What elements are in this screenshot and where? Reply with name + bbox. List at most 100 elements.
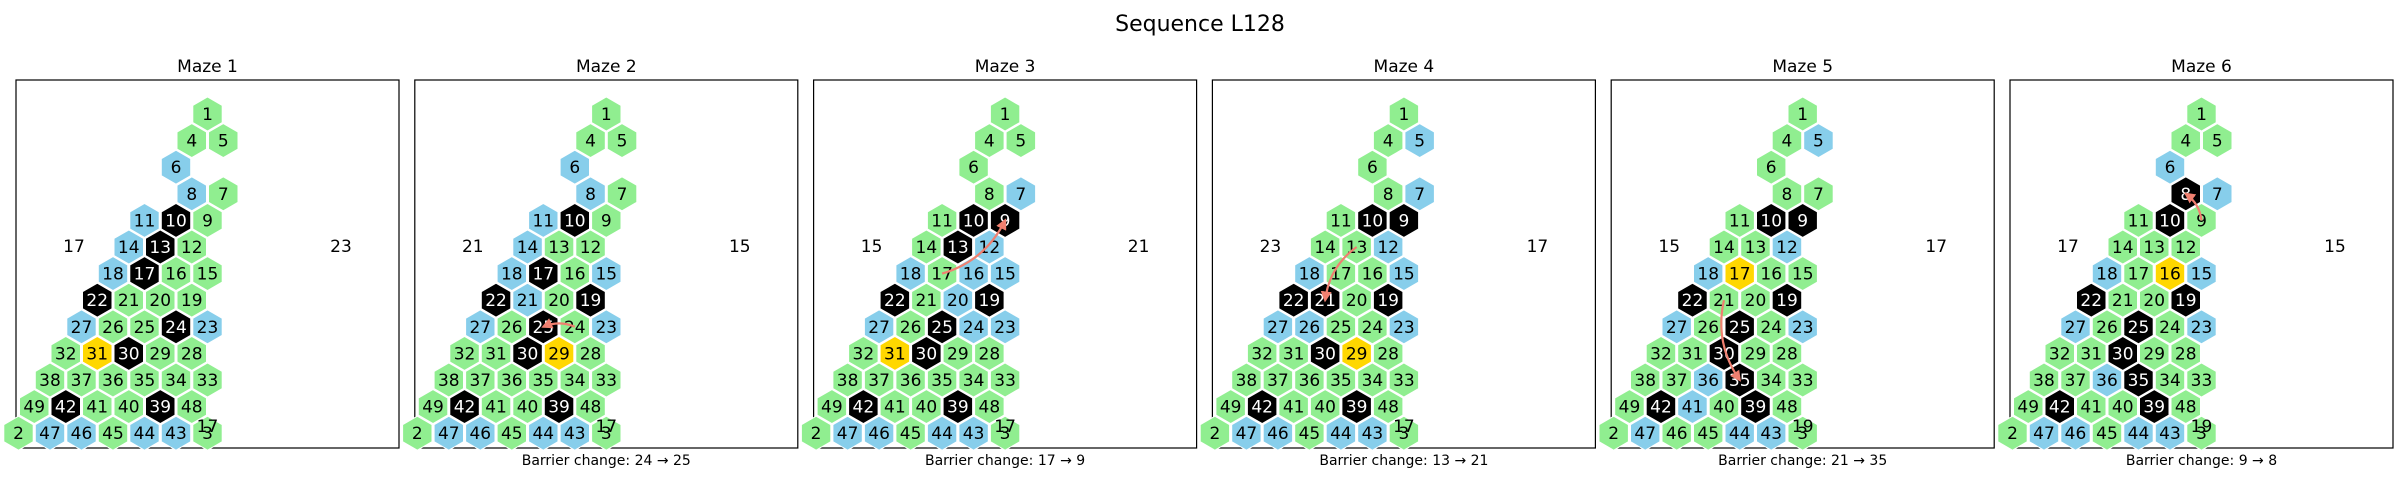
hex-shape <box>1294 309 1325 345</box>
hex-shape <box>575 282 606 318</box>
hex-cell: 43 <box>559 415 590 451</box>
hex-cell: 23 <box>2186 309 2217 345</box>
hex-cell: 39 <box>1341 389 1372 425</box>
hex-cell: 47 <box>832 415 863 451</box>
hex-number: 42 <box>454 398 476 418</box>
hex-number: 39 <box>149 398 171 418</box>
hex-shape <box>129 309 160 345</box>
hex-shape <box>559 256 590 292</box>
hex-shape <box>911 335 942 371</box>
barrier-change-arrow <box>1320 246 1358 303</box>
hex-cell: 27 <box>465 309 496 345</box>
hex-number: 37 <box>1666 371 1688 391</box>
hex-shape <box>575 389 606 425</box>
hex-shape <box>1756 415 1787 451</box>
hex-shape <box>2123 415 2154 451</box>
hex-number: 47 <box>1634 424 1656 444</box>
hex-number: 37 <box>469 371 491 391</box>
hex-cell: 49 <box>19 389 50 425</box>
hex-shape <box>989 362 1021 398</box>
hex-shape <box>2028 415 2060 451</box>
hex-number: 35 <box>2128 371 2150 391</box>
hex-shape <box>2202 123 2233 159</box>
hex-number: 12 <box>1377 238 1399 258</box>
hex-number: 14 <box>1314 238 1336 258</box>
hex-cell: 4 <box>974 123 1005 159</box>
hex-cell: 33 <box>192 362 223 398</box>
hex-number: 37 <box>2065 371 2087 391</box>
hex-number: 48 <box>1377 398 1399 418</box>
hex-shape <box>113 282 144 318</box>
hex-cell: 38 <box>832 362 863 398</box>
hex-number: 39 <box>947 398 969 418</box>
hex-shape <box>1677 335 1708 371</box>
hex-shape <box>543 335 575 371</box>
hex-number: 46 <box>1666 424 1688 444</box>
hex-cell: 44 <box>528 415 559 451</box>
hex-shape <box>1787 96 1818 132</box>
hex-number: 23 <box>2191 318 2213 338</box>
hex-cell: 16 <box>559 256 590 292</box>
hex-shape <box>1325 256 1357 292</box>
hex-shape <box>1630 415 1661 451</box>
hex-number: 3 <box>1000 424 1011 444</box>
hex-cell: 35 <box>129 362 160 398</box>
hex-shape <box>1645 389 1677 425</box>
hex-shape <box>512 335 543 371</box>
hex-cell: 32 <box>449 335 480 371</box>
maze-title: Maze 1 <box>177 57 238 77</box>
hex-cell: 11 <box>2123 202 2154 238</box>
hex-number: 32 <box>2049 344 2071 364</box>
hex-number: 19 <box>2175 291 2197 311</box>
hex-shape <box>1357 309 1388 345</box>
hex-shape <box>559 415 590 451</box>
hex-shape <box>465 309 496 345</box>
hex-cell: 15 <box>591 256 622 292</box>
maze-title: Maze 4 <box>1374 57 1435 77</box>
hex-number: 1 <box>1398 105 1409 125</box>
hex-number: 39 <box>1745 398 1767 418</box>
hex-cell: 38 <box>1231 362 1262 398</box>
hex-number: 24 <box>1760 318 1782 338</box>
hex-cell: 33 <box>989 362 1021 398</box>
hex-shape <box>863 415 895 451</box>
hex-shape <box>942 389 974 425</box>
hex-cell: 31 <box>82 335 113 371</box>
hex-cell: 9 <box>1388 202 1420 238</box>
hex-number: 46 <box>469 424 491 444</box>
hex-cell: 20 <box>145 282 176 318</box>
hex-number: 4 <box>984 132 995 152</box>
hex-shape <box>208 176 239 212</box>
hex-cell: 19 <box>176 282 207 318</box>
hex-shape <box>816 389 848 425</box>
hex-cell: 42 <box>50 389 81 425</box>
hex-number: 19 <box>181 291 203 311</box>
hex-cell: 42 <box>449 389 480 425</box>
hex-shape <box>895 415 926 451</box>
hex-shape <box>1294 256 1325 292</box>
hex-number: 49 <box>1619 398 1641 418</box>
hex-cell: 10 <box>1357 202 1388 238</box>
hex-shape <box>2076 335 2107 371</box>
hex-shape <box>559 202 590 238</box>
hex-cell: 45 <box>1693 415 1724 451</box>
hex-cell: 18 <box>97 256 129 292</box>
hex-number: 18 <box>2096 265 2118 285</box>
hex-shape <box>66 362 97 398</box>
hex-number: 32 <box>55 344 77 364</box>
hex-cell: 33 <box>2186 362 2217 398</box>
hex-number: 16 <box>165 265 187 285</box>
hex-shape <box>1372 335 1404 371</box>
hex-cell: 14 <box>1309 229 1341 265</box>
hex-cell: 28 <box>575 335 606 371</box>
hex-number: 2 <box>1608 424 1619 444</box>
hex-shape <box>496 309 527 345</box>
hex-number: 24 <box>1362 318 1384 338</box>
hex-number: 44 <box>1729 424 1751 444</box>
hex-cell: 24 <box>2154 309 2186 345</box>
hex-cell: 35 <box>1325 362 1357 398</box>
hex-number: 7 <box>1015 185 1026 205</box>
hex-shape <box>1756 202 1787 238</box>
hex-number: 6 <box>569 158 580 178</box>
